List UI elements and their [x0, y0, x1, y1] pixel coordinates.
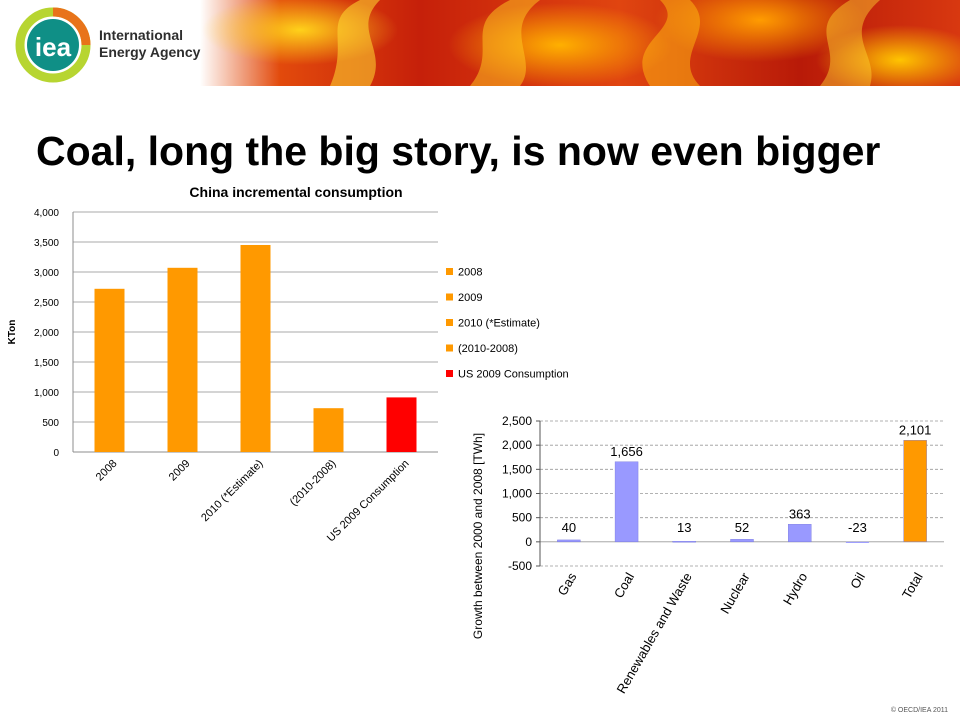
chart2-data-label: 1,656 — [610, 444, 643, 459]
logo-name-line1: International — [99, 27, 183, 43]
chart1-legend-label: (2010-2008) — [458, 343, 518, 355]
logo-mark: iea — [35, 32, 72, 62]
logo-name-line2: Energy Agency — [99, 44, 201, 60]
chart2-ylabel: Growth between 2000 and 2008 [TWh] — [471, 433, 485, 639]
chart2-x-label: Coal — [611, 570, 637, 601]
chart1-legend-swatch — [446, 293, 453, 301]
chart1-y-tick-label: 0 — [53, 448, 59, 459]
page-title: Coal, long the big story, is now even bi… — [36, 128, 881, 174]
chart1-y-tick-label: 500 — [42, 418, 59, 429]
chart1-y-tick-label: 2,000 — [34, 328, 59, 339]
chart2-bars — [557, 440, 927, 543]
chart1-y-tick-label: 1,000 — [34, 388, 59, 399]
chart1-y-tick-label: 3,500 — [34, 238, 59, 249]
chart1-legend-swatch — [446, 344, 453, 352]
chart2-bar — [903, 440, 927, 543]
chart2-data-label: 40 — [562, 520, 576, 535]
chart1-legend-swatch — [446, 370, 453, 377]
chart1-bar — [386, 397, 417, 452]
chart2-y-tick-label: 1,500 — [502, 462, 532, 476]
chart1-bar — [240, 245, 271, 452]
chart1-bar — [167, 267, 198, 452]
chart2-x-label: Total — [899, 570, 926, 601]
chart2-data-label: 13 — [677, 520, 691, 535]
chart1-legend-label: 2009 — [458, 292, 482, 304]
chart2-data-labels: 40 1,656 13 52 363 -23 2,101 — [562, 422, 932, 535]
chart2-bar — [730, 539, 754, 543]
chart2-y-tick-label: 2,000 — [502, 438, 532, 452]
chart1-bar — [94, 288, 125, 452]
chart2-y-tick-label: 500 — [512, 511, 532, 525]
chart1-y-tick-label: 2,500 — [34, 298, 59, 309]
chart2-data-label: -23 — [848, 520, 867, 535]
chart1-legend-swatch — [446, 268, 453, 275]
chart2-y-tick-label: 1,000 — [502, 487, 532, 501]
chart1-bars — [94, 245, 417, 452]
chart1-bar — [313, 408, 344, 452]
chart2-y-ticks: -500 0 500 1,000 1,500 2,000 2,500 — [502, 414, 532, 573]
chart2-bar — [614, 461, 639, 543]
chart2-data-label: 363 — [789, 506, 811, 521]
chart1-legend-swatch — [446, 319, 453, 326]
chart2-x-label: Gas — [555, 570, 580, 599]
copyright-footer: © OECD/IEA 2011 — [890, 707, 948, 714]
chart1-y-tick-label: 3,000 — [34, 268, 59, 279]
iea-logo[interactable]: iea International Energy Agency — [15, 7, 201, 83]
chart1-legend-label: 2010 (*Estimate) — [458, 318, 540, 330]
chart2-data-label: 52 — [735, 520, 749, 535]
chart2-data-label: 2,101 — [899, 422, 932, 437]
chart1-legend-label: US 2009 Consumption — [458, 369, 569, 381]
chart1-legend-label: 2008 — [458, 267, 482, 279]
chart1-title: China incremental consumption — [189, 184, 402, 200]
chart1-y-tick-label: 4,000 — [34, 208, 59, 219]
chart1-y-tick-label: 1,500 — [34, 358, 59, 369]
chart1-ylabel: KTon — [7, 320, 18, 345]
header-banner: iea International Energy Agency — [0, 0, 960, 86]
chart2-x-label: Nuclear — [717, 569, 753, 616]
chart2-x-label: Oil — [847, 570, 868, 591]
chart2-y-tick-label: -500 — [508, 559, 532, 573]
chart2-bar — [557, 539, 581, 543]
chart1-y-ticks: 0 500 1,000 1,500 2,000 2,500 3,000 3,500 4,000 — [34, 208, 59, 459]
chart2-bar — [845, 541, 869, 543]
chart2-y-tick-label: 0 — [525, 535, 532, 549]
chart2-bar — [672, 541, 696, 543]
chart2-y-tick-label: 2,500 — [502, 414, 532, 428]
chart1-legend: 2008 2009 2010 (*Estimate) (2010-2008) US 20… — [446, 267, 569, 381]
chart2-gridlines — [536, 420, 944, 567]
chart2-x-label: Hydro — [780, 570, 810, 608]
banner-graphics: iea International Energy Agency — [15, 0, 880, 86]
chart2-bar — [788, 524, 812, 543]
